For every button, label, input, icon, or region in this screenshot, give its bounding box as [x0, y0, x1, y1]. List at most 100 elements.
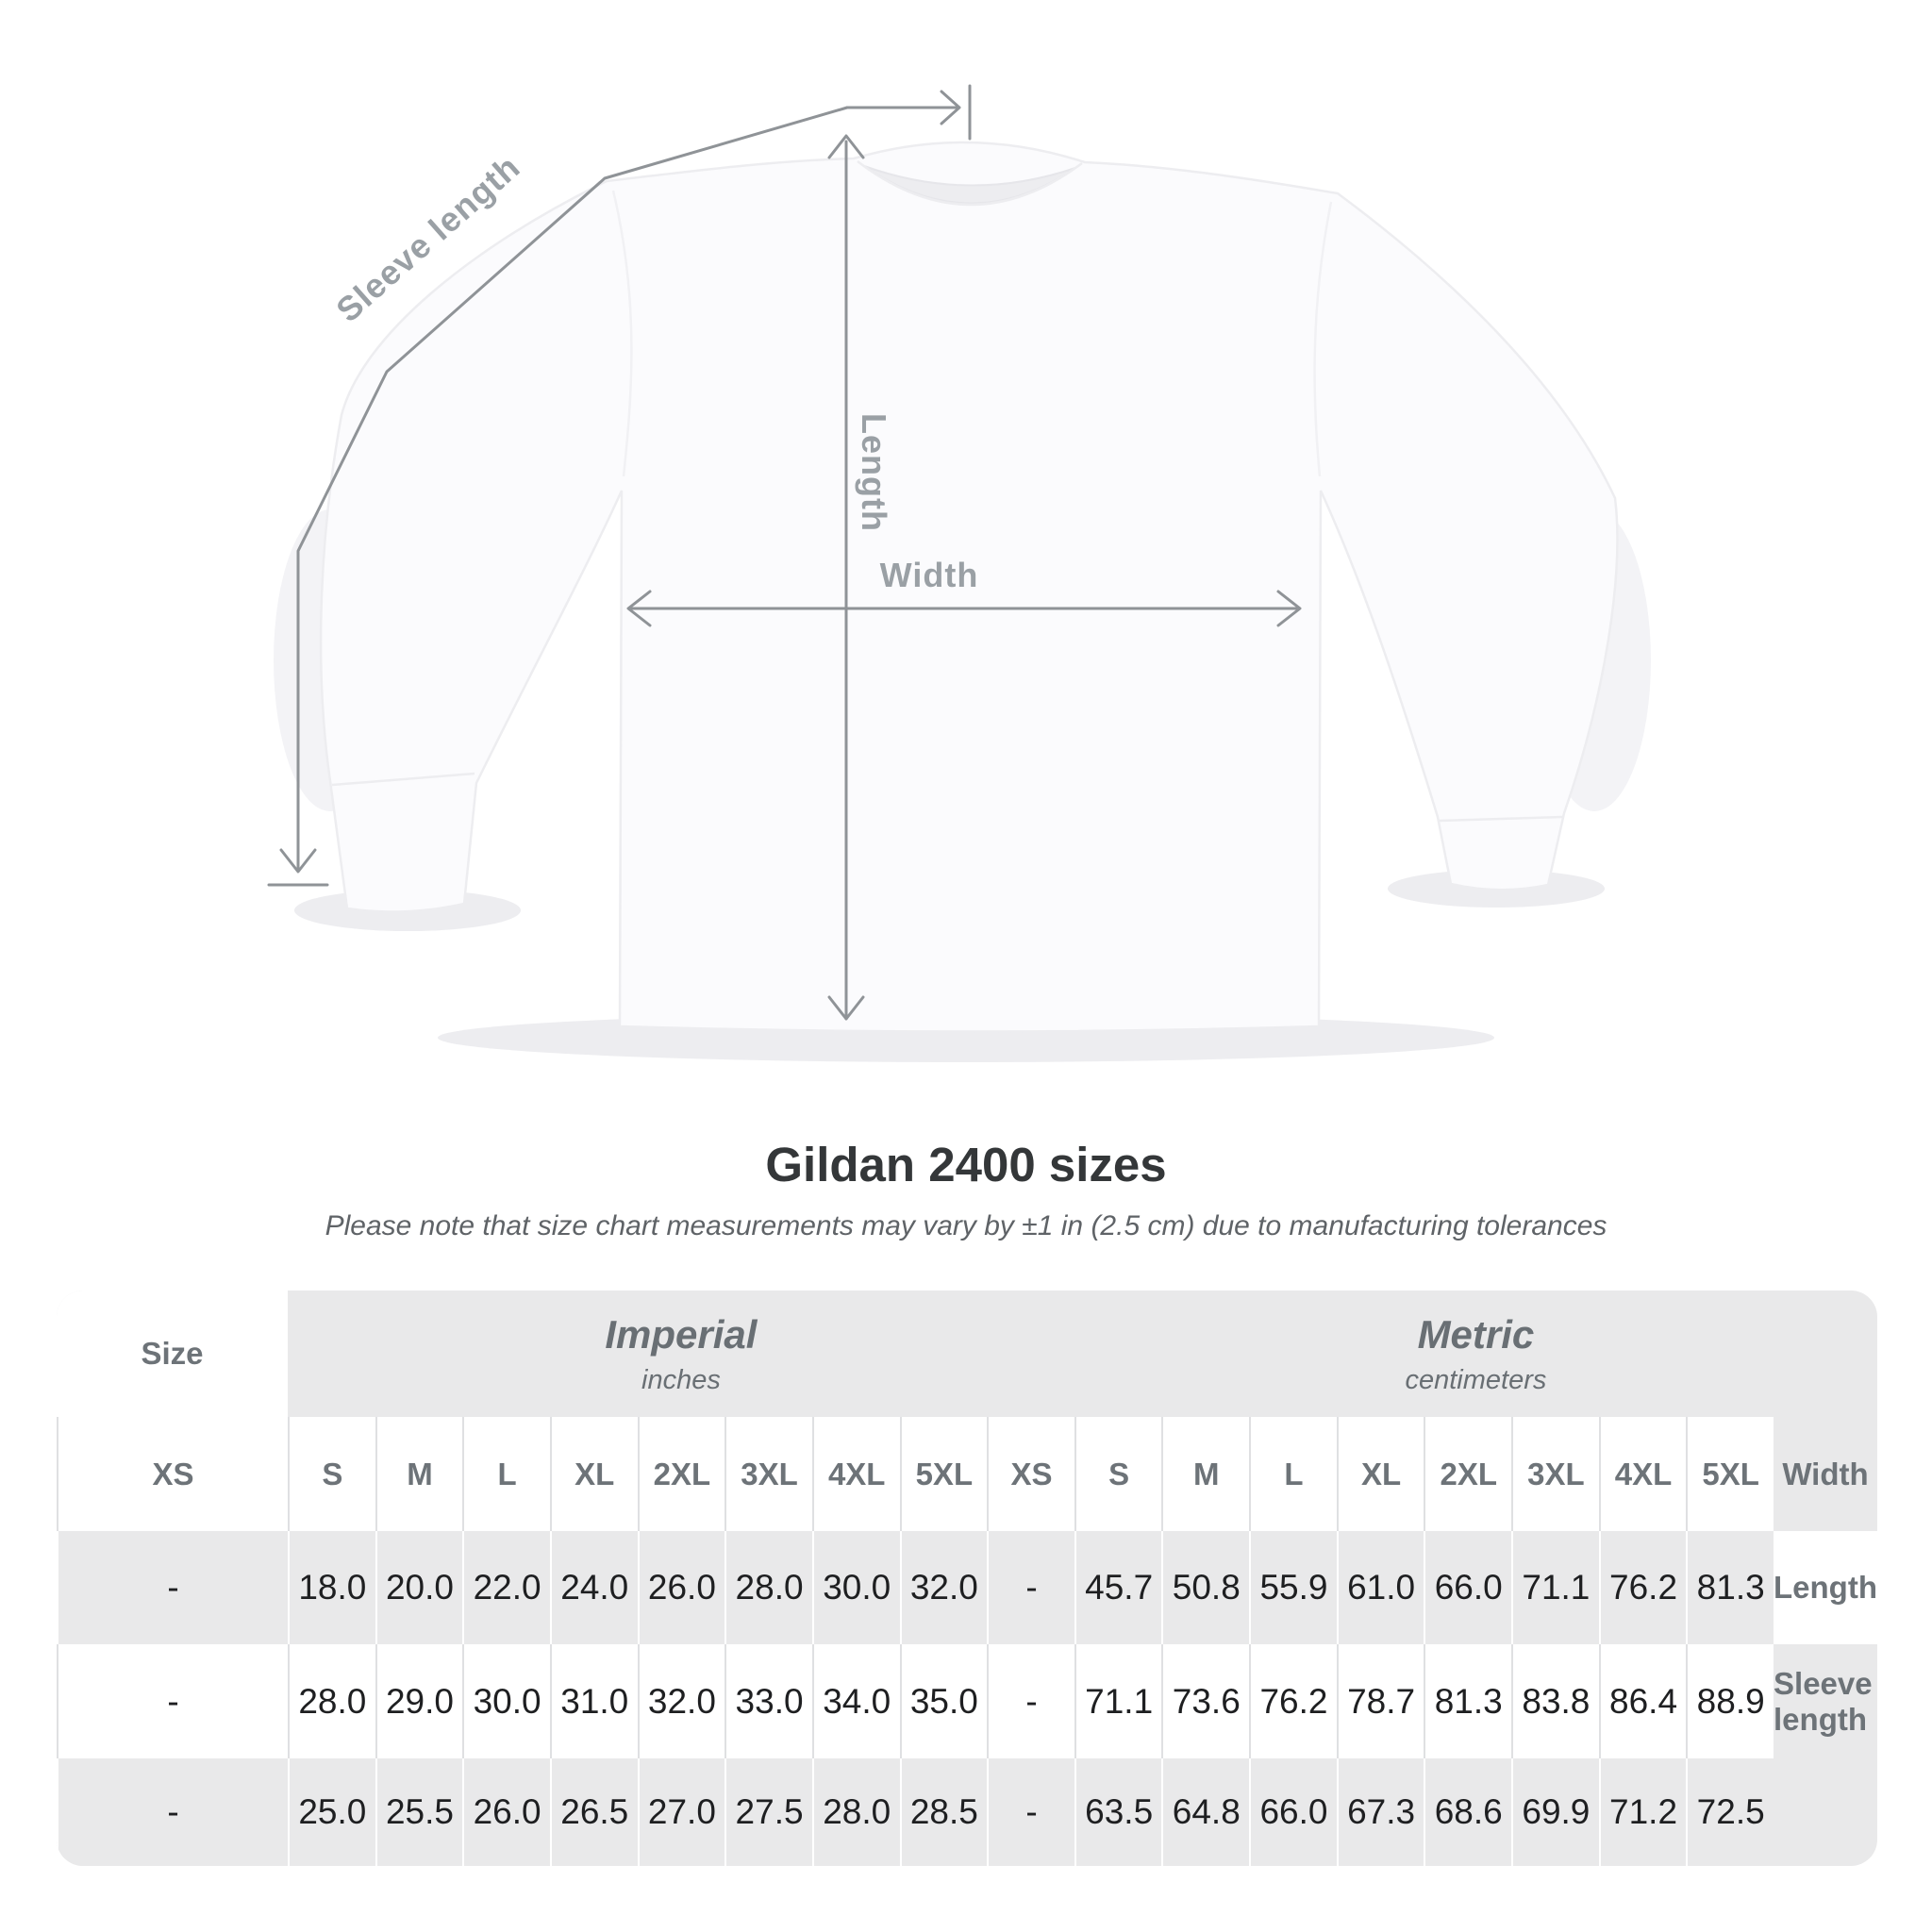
- column-header: XL: [549, 1417, 638, 1531]
- column-header: XS: [987, 1417, 1074, 1531]
- column-header: 2XL: [1424, 1417, 1512, 1531]
- shirt-illustration: Sleeve length Length Width: [267, 84, 1651, 1062]
- table-cell: -: [57, 1644, 288, 1758]
- table-cell: 64.8: [1161, 1758, 1250, 1866]
- table-cell: 28.0: [724, 1531, 812, 1644]
- table-cell: 22.0: [462, 1531, 550, 1644]
- table-cell: 66.0: [1424, 1531, 1512, 1644]
- page-title: Gildan 2400 sizes: [765, 1138, 1167, 1191]
- length-label: Length: [855, 413, 893, 532]
- table-cell: 28.0: [811, 1758, 900, 1866]
- table-cell: -: [987, 1531, 1074, 1644]
- table-cell: 29.0: [375, 1644, 463, 1758]
- table-cell: 33.0: [724, 1644, 812, 1758]
- column-header: S: [1074, 1417, 1162, 1531]
- table-cell: 30.0: [811, 1531, 900, 1644]
- width-arrow-right: [1276, 590, 1302, 627]
- table-cell: 28.0: [288, 1644, 375, 1758]
- table-cell: 25.0: [288, 1758, 375, 1866]
- row-label: Sleeve length: [1774, 1644, 1877, 1758]
- table-cell: 68.6: [1424, 1758, 1512, 1866]
- table-cell: 32.0: [637, 1644, 725, 1758]
- left-cuff-seam: [331, 772, 475, 787]
- table-cell: 55.9: [1249, 1531, 1337, 1644]
- column-header: L: [1249, 1417, 1337, 1531]
- table-cell: 35.0: [899, 1644, 988, 1758]
- metric-group-header: Metric centimeters: [1074, 1291, 1877, 1417]
- size-header-cell: Size: [57, 1291, 288, 1417]
- table-cell: 66.0: [1249, 1758, 1337, 1866]
- table-cell: 86.4: [1598, 1644, 1687, 1758]
- width-label: Width: [880, 556, 979, 594]
- column-header: 2XL: [637, 1417, 725, 1531]
- metric-unit-label: centimeters: [1405, 1364, 1547, 1395]
- column-header: M: [375, 1417, 463, 1531]
- sleeve-length-polyline: [296, 106, 849, 871]
- table-cell: 28.5: [899, 1758, 988, 1866]
- sleeve-length-arrow-down: [279, 848, 317, 874]
- table-cell: 71.2: [1598, 1758, 1687, 1866]
- size-chart-table: Imperial inches Metric centimeters Size …: [57, 1291, 1877, 1866]
- tolerance-note: Please note that size chart measurements…: [325, 1210, 1607, 1241]
- table-cell: 83.8: [1511, 1644, 1599, 1758]
- table-cell: 88.9: [1686, 1644, 1774, 1758]
- table-cell: 69.9: [1511, 1758, 1599, 1866]
- table-cell: -: [57, 1531, 288, 1644]
- table-cell: 26.0: [462, 1758, 550, 1866]
- column-header: 5XL: [899, 1417, 988, 1531]
- table-cell: 81.3: [1686, 1531, 1774, 1644]
- length-arrow-down: [827, 995, 865, 1021]
- table-cell: 32.0: [899, 1531, 988, 1644]
- imperial-label: Imperial: [605, 1311, 758, 1357]
- column-header: 5XL: [1686, 1417, 1774, 1531]
- sleeve-length-arrow-right: [940, 90, 961, 125]
- table-cell: 71.1: [1511, 1531, 1599, 1644]
- table-cell: 34.0: [811, 1644, 900, 1758]
- row-label: Length: [1774, 1531, 1877, 1644]
- column-header: 4XL: [811, 1417, 900, 1531]
- imperial-unit-label: inches: [641, 1364, 721, 1395]
- table-cell: 31.0: [549, 1644, 638, 1758]
- column-header: 3XL: [1511, 1417, 1599, 1531]
- table-cell: 18.0: [288, 1531, 375, 1644]
- width-arrow-left: [626, 590, 652, 627]
- table-cell: 26.0: [637, 1531, 725, 1644]
- table-cell: 24.0: [549, 1531, 638, 1644]
- table-cell: 50.8: [1161, 1531, 1250, 1644]
- table-cell: 76.2: [1598, 1531, 1687, 1644]
- row-label: Width: [1774, 1417, 1877, 1531]
- table-cell: -: [987, 1644, 1074, 1758]
- table-cell: 76.2: [1249, 1644, 1337, 1758]
- column-header: 4XL: [1598, 1417, 1687, 1531]
- long-sleeve-shirt: [319, 141, 1619, 1033]
- metric-label: Metric: [1417, 1311, 1535, 1357]
- table-cell: 72.5: [1686, 1758, 1774, 1866]
- table-cell: 20.0: [375, 1531, 463, 1644]
- column-header: L: [462, 1417, 550, 1531]
- table-cell: 67.3: [1336, 1758, 1424, 1866]
- column-header: M: [1161, 1417, 1250, 1531]
- table-cell: 81.3: [1424, 1644, 1512, 1758]
- length-arrow-up: [827, 134, 865, 159]
- column-header: XL: [1336, 1417, 1424, 1531]
- table-cell: 27.5: [724, 1758, 812, 1866]
- table-cell: 26.5: [549, 1758, 638, 1866]
- table-cell: 71.1: [1074, 1644, 1162, 1758]
- imperial-group-header: Imperial inches: [288, 1291, 1074, 1417]
- table-cell: -: [987, 1758, 1074, 1866]
- measurement-lines: [267, 84, 1302, 1021]
- column-header: 3XL: [724, 1417, 812, 1531]
- table-cell: -: [57, 1758, 288, 1866]
- table-cell: 61.0: [1336, 1531, 1424, 1644]
- shirt-size-diagram: Sleeve length Length Width: [267, 84, 1651, 1062]
- table-cell: 25.5: [375, 1758, 463, 1866]
- table-cell: 63.5: [1074, 1758, 1162, 1866]
- table-cell: 30.0: [462, 1644, 550, 1758]
- table-cell: 78.7: [1336, 1644, 1424, 1758]
- right-cuff-seam: [1439, 815, 1564, 823]
- column-header: XS: [57, 1417, 288, 1531]
- column-header: S: [288, 1417, 375, 1531]
- table-cell: 45.7: [1074, 1531, 1162, 1644]
- table-cell: 73.6: [1161, 1644, 1250, 1758]
- table-cell: 27.0: [637, 1758, 725, 1866]
